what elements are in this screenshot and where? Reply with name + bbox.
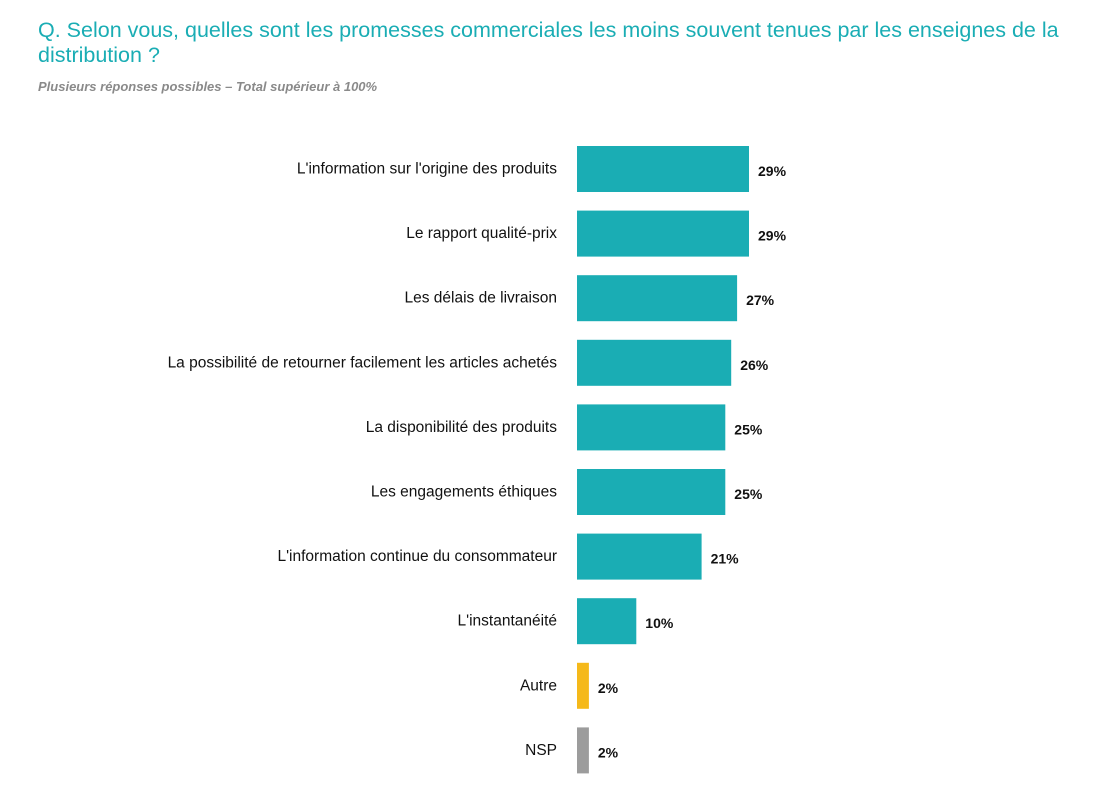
category-label-4: La disponibilité des produits — [366, 419, 558, 436]
category-label-7: L'instantanéité — [458, 613, 557, 630]
category-label-8: Autre — [520, 677, 557, 694]
bar-9 — [577, 727, 589, 774]
chart-title: Q. Selon vous, quelles sont les promesse… — [38, 18, 1059, 67]
bar-2 — [577, 275, 738, 322]
value-label-4: 25% — [734, 421, 763, 437]
category-label-9: NSP — [525, 742, 557, 759]
value-label-1: 29% — [758, 228, 787, 244]
bar-4 — [577, 404, 726, 451]
category-label-3: La possibilité de retourner facilement l… — [168, 354, 558, 371]
value-label-9: 2% — [598, 744, 619, 760]
value-label-8: 2% — [598, 680, 619, 696]
value-label-7: 10% — [645, 615, 674, 631]
bar-8 — [577, 662, 589, 709]
value-label-6: 21% — [711, 551, 740, 567]
bar-6 — [577, 533, 702, 580]
value-label-0: 29% — [758, 163, 787, 179]
category-label-2: Les délais de livraison — [404, 290, 557, 307]
bar-7 — [577, 598, 637, 645]
category-label-0: L'information sur l'origine des produits — [297, 161, 557, 178]
chart-subtitle: Plusieurs réponses possibles – Total sup… — [38, 79, 378, 94]
bar-3 — [577, 339, 732, 386]
value-label-2: 27% — [746, 292, 775, 308]
value-label-3: 26% — [740, 357, 769, 373]
bar-5 — [577, 469, 726, 515]
bars-layer: L'information sur l'origine des produits… — [168, 146, 787, 774]
category-label-1: Le rapport qualité-prix — [406, 225, 557, 242]
value-label-5: 25% — [734, 486, 763, 502]
bar-1 — [577, 210, 749, 257]
category-label-5: Les engagements éthiques — [371, 484, 557, 501]
category-label-6: L'information continue du consommateur — [277, 548, 557, 565]
bar-0 — [577, 146, 749, 192]
